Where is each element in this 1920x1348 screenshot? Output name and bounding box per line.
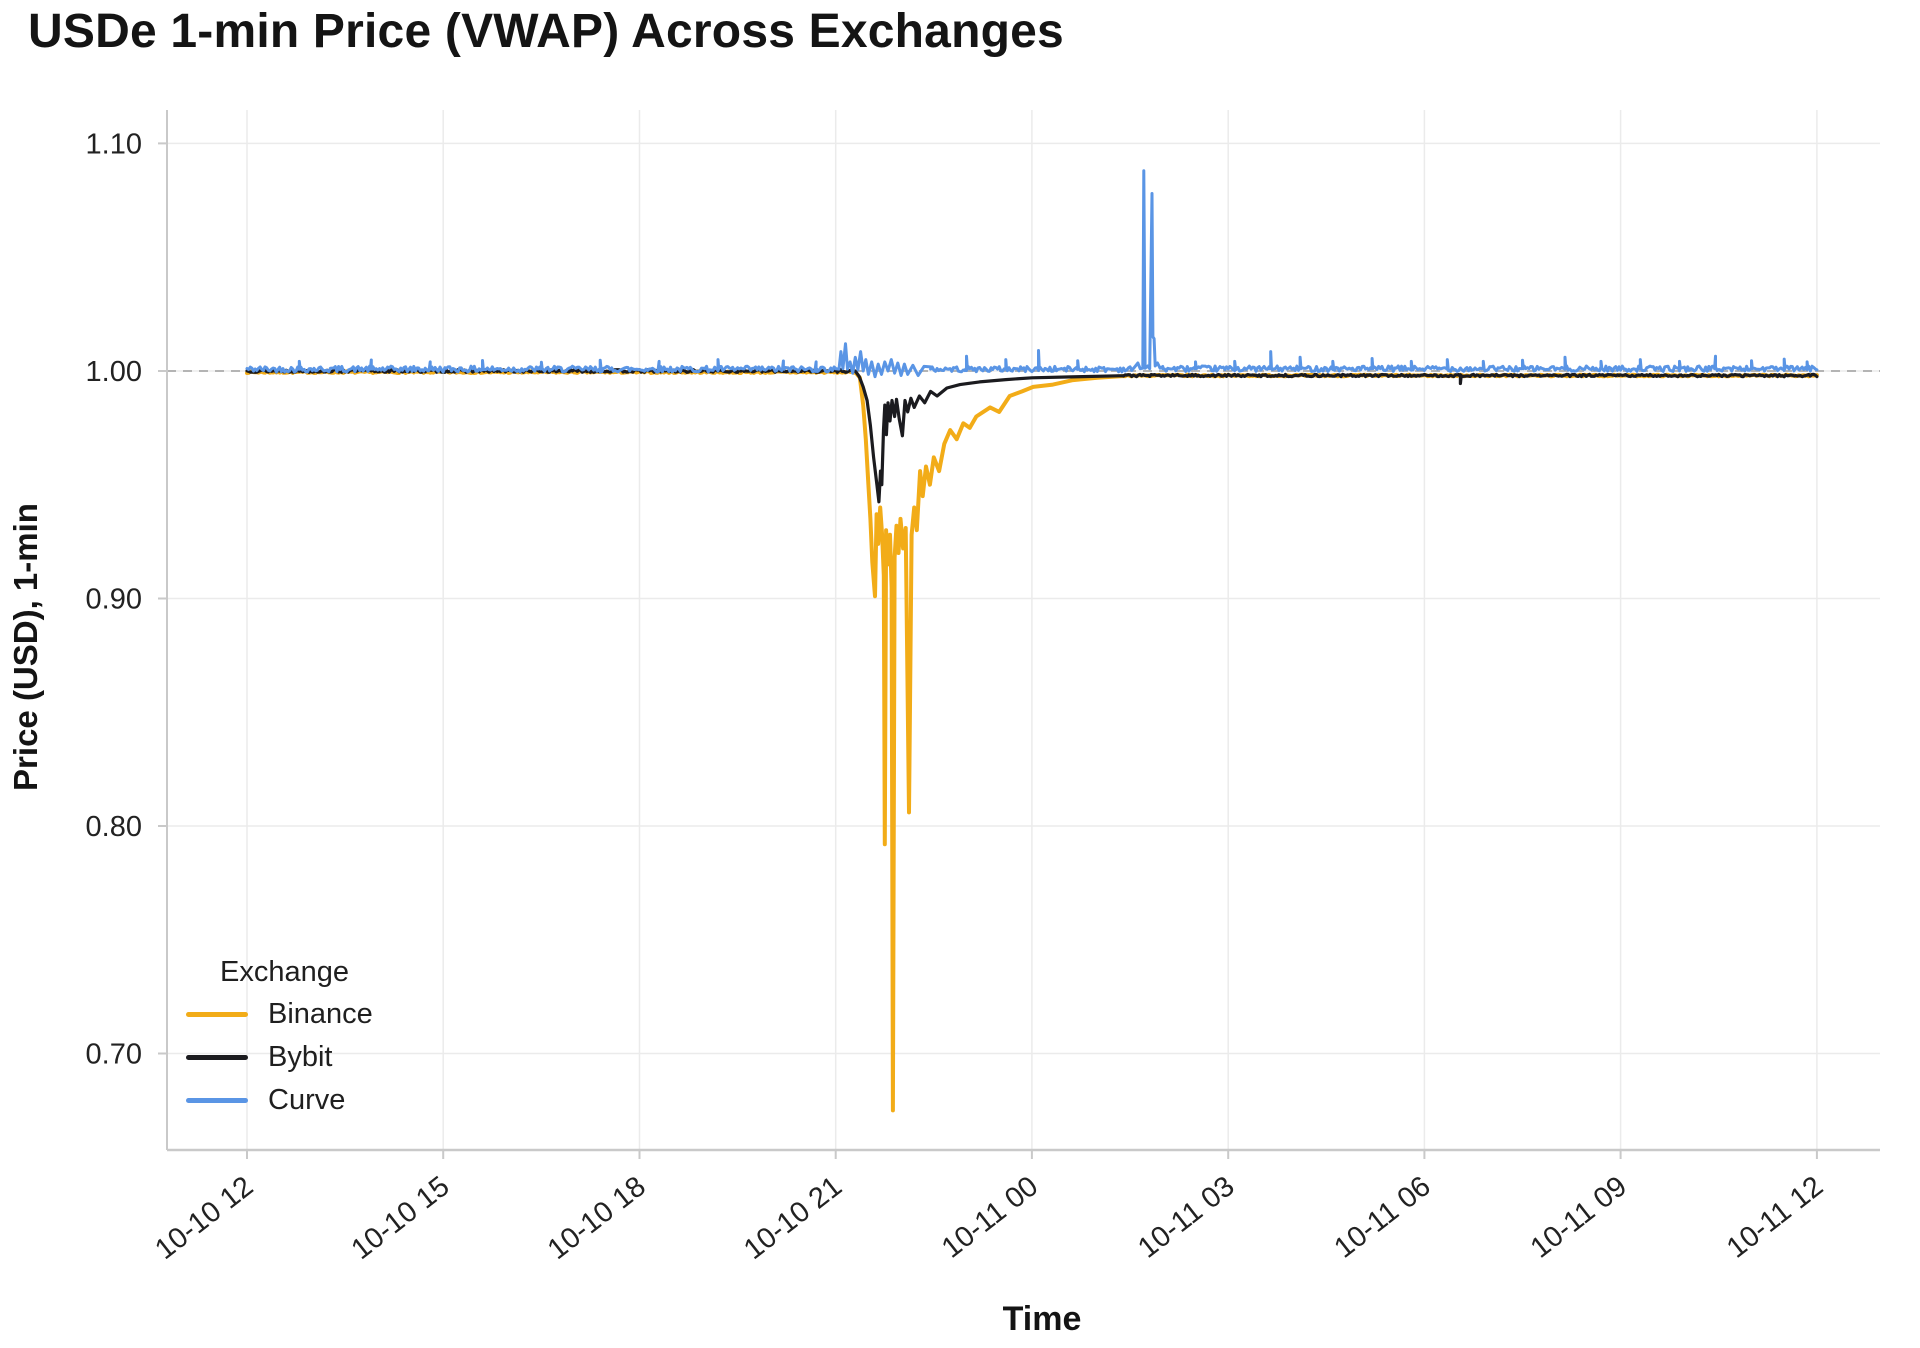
legend-label: Bybit (268, 1041, 333, 1073)
legend-label: Curve (268, 1084, 346, 1116)
y-tick-label: 0.80 (86, 811, 142, 843)
series-line-curve (245, 169, 1819, 379)
x-tick-label: 10-10 12 (149, 1170, 259, 1266)
legend-swatch-binance (186, 1012, 248, 1017)
y-tick-label: 0.70 (86, 1039, 142, 1071)
x-tick-label: 10-11 09 (1525, 1170, 1633, 1264)
x-tick-label: 10-10 21 (738, 1170, 848, 1266)
y-tick-label: 1.00 (86, 356, 142, 388)
legend-item-binance[interactable]: Binance (186, 993, 373, 1036)
y-tick-label: 1.10 (86, 128, 142, 160)
x-tick-label: 10-11 03 (1132, 1170, 1240, 1264)
x-tick-label: 10-10 18 (542, 1170, 652, 1266)
legend-swatch-bybit (186, 1055, 248, 1060)
legend-item-curve[interactable]: Curve (186, 1079, 373, 1122)
x-tick-label: 10-11 12 (1721, 1170, 1829, 1264)
y-tick-label: 0.90 (86, 584, 142, 616)
y-axis-title: Price (USD), 1-min (7, 503, 44, 791)
series-group (245, 169, 1819, 1113)
legend-label: Binance (268, 998, 373, 1030)
x-tick-label: 10-10 15 (346, 1170, 456, 1266)
legend-title: Exchange (220, 956, 349, 988)
chart-title: USDe 1-min Price (VWAP) Across Exchanges (28, 5, 1064, 58)
legend-swatch-curve (186, 1098, 248, 1103)
legend-rows: Binance Bybit Curve (186, 993, 373, 1122)
legend: Exchange Binance Bybit Curve (186, 956, 373, 1122)
x-axis-title: Time (1002, 1300, 1082, 1338)
legend-item-bybit[interactable]: Bybit (186, 1036, 373, 1079)
x-tick-label: 10-11 00 (936, 1170, 1044, 1264)
x-tick-label: 10-11 06 (1328, 1170, 1436, 1264)
